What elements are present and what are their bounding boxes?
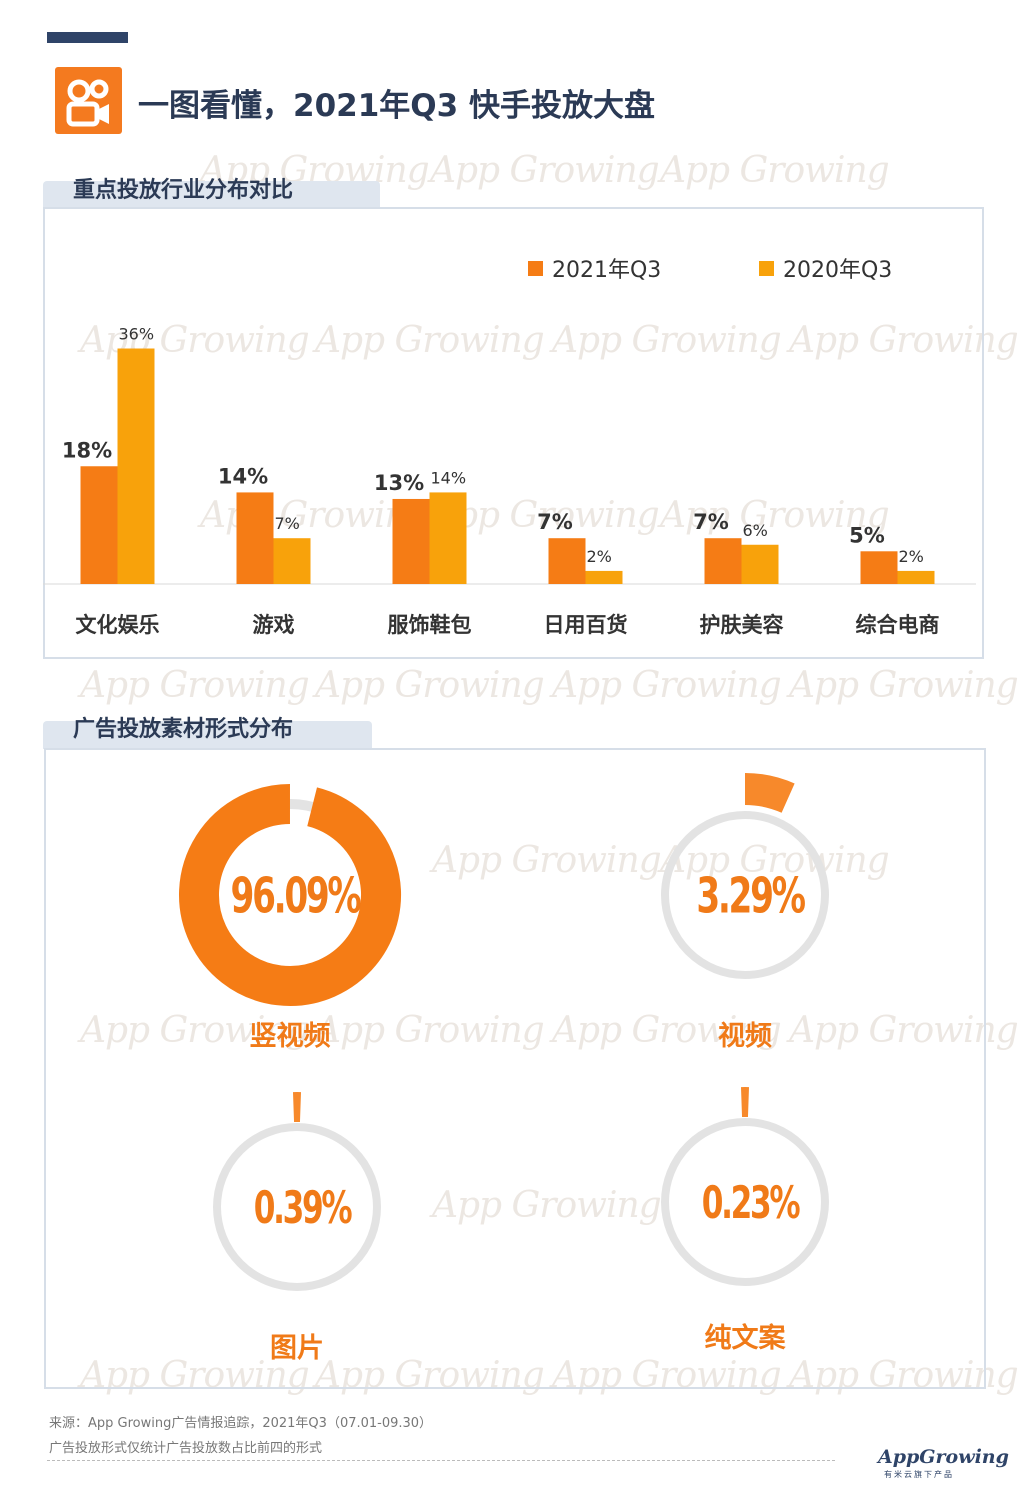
bar-value-label: 36% <box>119 325 155 344</box>
bar-2021 <box>80 466 118 584</box>
footer-divider <box>47 1460 835 1461</box>
watermark-text: App Growing <box>80 1355 310 1396</box>
bar-2021 <box>860 551 898 584</box>
ring-value-label: 0.39% <box>254 1183 352 1235</box>
ring-value-label: 96.09% <box>231 869 362 926</box>
bar-value-label: 7% <box>693 510 729 534</box>
bar-2021 <box>392 498 430 584</box>
legend-item-2021: 2021年Q3 <box>528 252 661 284</box>
top-accent-bar <box>47 32 128 43</box>
watermark-text: App Growing <box>315 665 545 706</box>
watermark-text: App Growing <box>552 1010 782 1051</box>
brand-logo: AppGrowing <box>878 1446 1009 1468</box>
section1-title: 重点投放行业分布对比 <box>73 178 294 203</box>
watermark-text: App Growing <box>660 495 890 536</box>
bar-2020 <box>741 544 779 584</box>
ring-value-label: 3.29% <box>696 869 805 926</box>
bar-value-label: 6% <box>743 521 768 540</box>
brand-tagline: 有米云旗下产品 <box>884 1470 954 1479</box>
bar-2020 <box>897 570 935 584</box>
x-tick-label: 文化娱乐 <box>76 613 160 637</box>
ring-track <box>661 811 829 979</box>
ring-arc <box>744 773 795 813</box>
bar-value-label: 2% <box>899 547 924 566</box>
bar-value-label: 14% <box>218 464 268 488</box>
watermark-text: App Growing <box>430 150 660 191</box>
bar-chart-panel <box>43 207 984 659</box>
section2-title: 广告投放素材形式分布 <box>73 717 294 742</box>
kuaishou-logo-icon <box>55 67 122 134</box>
section-tab <box>43 181 380 209</box>
bar-value-label: 5% <box>849 523 885 547</box>
watermark-text: App Growing <box>660 840 890 881</box>
source-text: 来源：App Growing广告情报追踪，2021年Q3（07.01-09.30… <box>49 1416 433 1431</box>
bar-value-label: 2% <box>587 547 612 566</box>
x-tick-label: 护肤美容 <box>700 613 784 637</box>
legend-item-2020: 2020年Q3 <box>759 252 892 284</box>
watermark-text: App Growing <box>80 1010 310 1051</box>
watermark-text: App Growing <box>552 1355 782 1396</box>
x-tick-label: 日用百货 <box>544 613 628 637</box>
section-tab <box>43 721 372 749</box>
watermark-text: App Growing <box>80 665 310 706</box>
bar-value-label: 13% <box>374 471 424 495</box>
legend-label-2021: 2021年Q3 <box>552 258 662 283</box>
watermark-text: App Growing <box>430 495 660 536</box>
ring-chart-panel <box>44 748 986 1389</box>
bar-value-label: 7% <box>537 510 573 534</box>
bar-2021 <box>704 538 742 584</box>
watermark-text: App Growing <box>660 150 890 191</box>
ring-track <box>213 1123 381 1291</box>
bar-value-label: 18% <box>62 438 112 462</box>
ring-category-label: 纯文案 <box>705 1322 787 1354</box>
watermark-text: App Growing <box>432 1185 662 1226</box>
watermark-text: App Growing <box>552 665 782 706</box>
ring-category-label: 视频 <box>718 1021 772 1052</box>
x-tick-label: 服饰鞋包 <box>388 613 472 637</box>
watermark-text: App Growing <box>789 1010 1019 1051</box>
watermark-text: App Growing <box>789 320 1019 361</box>
watermark-text: App Growing <box>315 1010 545 1051</box>
bar-2020 <box>585 570 623 584</box>
legend-swatch-icon <box>759 260 774 276</box>
bar-2021 <box>236 492 274 584</box>
page-title: 一图看懂，2021年Q3 快手投放大盘 <box>138 88 655 124</box>
bar-2020 <box>429 492 467 584</box>
watermark-text: App Growing <box>789 1355 1019 1396</box>
bar-value-label: 7% <box>275 514 300 533</box>
watermark-text: App Growing <box>789 665 1019 706</box>
bar-2021 <box>548 538 586 584</box>
note-text: 广告投放形式仅统计广告投放数占比前四的形式 <box>49 1441 323 1456</box>
bar-chart: 18% 36% 文化娱乐 14% 7% 游戏 13% 14% 服饰鞋包 7% 2% 日用百货 7% 6% 护… <box>43 325 976 637</box>
ring-value-label: 0.23% <box>702 1178 800 1230</box>
watermark-text: App Growing <box>432 840 662 881</box>
legend-label-2020: 2020年Q3 <box>783 258 893 283</box>
x-tick-label: 游戏 <box>253 613 295 637</box>
ring-track <box>661 1118 829 1286</box>
watermark-text: App Growing <box>552 320 782 361</box>
watermark-text: App Growing <box>315 1355 545 1396</box>
ring-charts: 96.09% 竖视频 3.29% 视频 0.39% 图片 0.23% 纯文案 <box>179 773 829 1364</box>
legend-swatch-icon <box>528 260 543 276</box>
ring-arc <box>179 784 401 1006</box>
ring-category-label: 竖视频 <box>250 1021 331 1052</box>
ring-category-label: 图片 <box>270 1333 324 1364</box>
bar-2020 <box>117 348 155 584</box>
bar-value-label: 14% <box>431 468 467 487</box>
bar-2020 <box>273 538 311 584</box>
watermark-text: App Growing <box>315 320 545 361</box>
x-tick-label: 综合电商 <box>856 613 940 637</box>
